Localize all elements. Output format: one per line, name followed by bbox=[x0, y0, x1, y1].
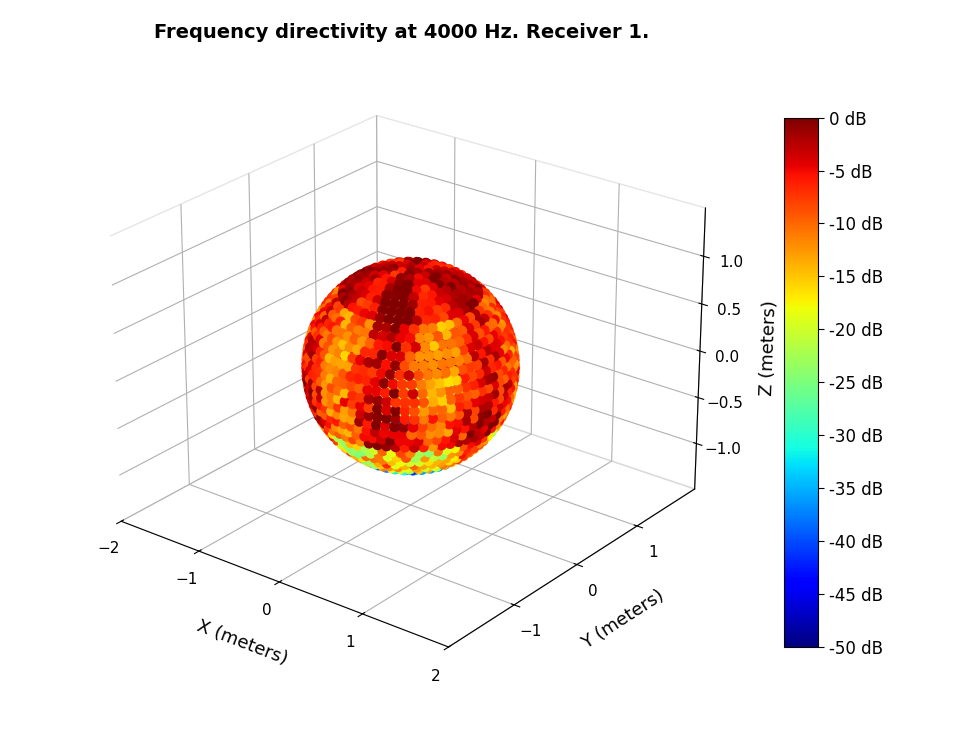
Title: Frequency directivity at 4000 Hz. Receiver 1.: Frequency directivity at 4000 Hz. Receiv… bbox=[154, 23, 650, 42]
X-axis label: X (meters): X (meters) bbox=[195, 617, 290, 668]
Y-axis label: Y (meters): Y (meters) bbox=[578, 587, 667, 653]
